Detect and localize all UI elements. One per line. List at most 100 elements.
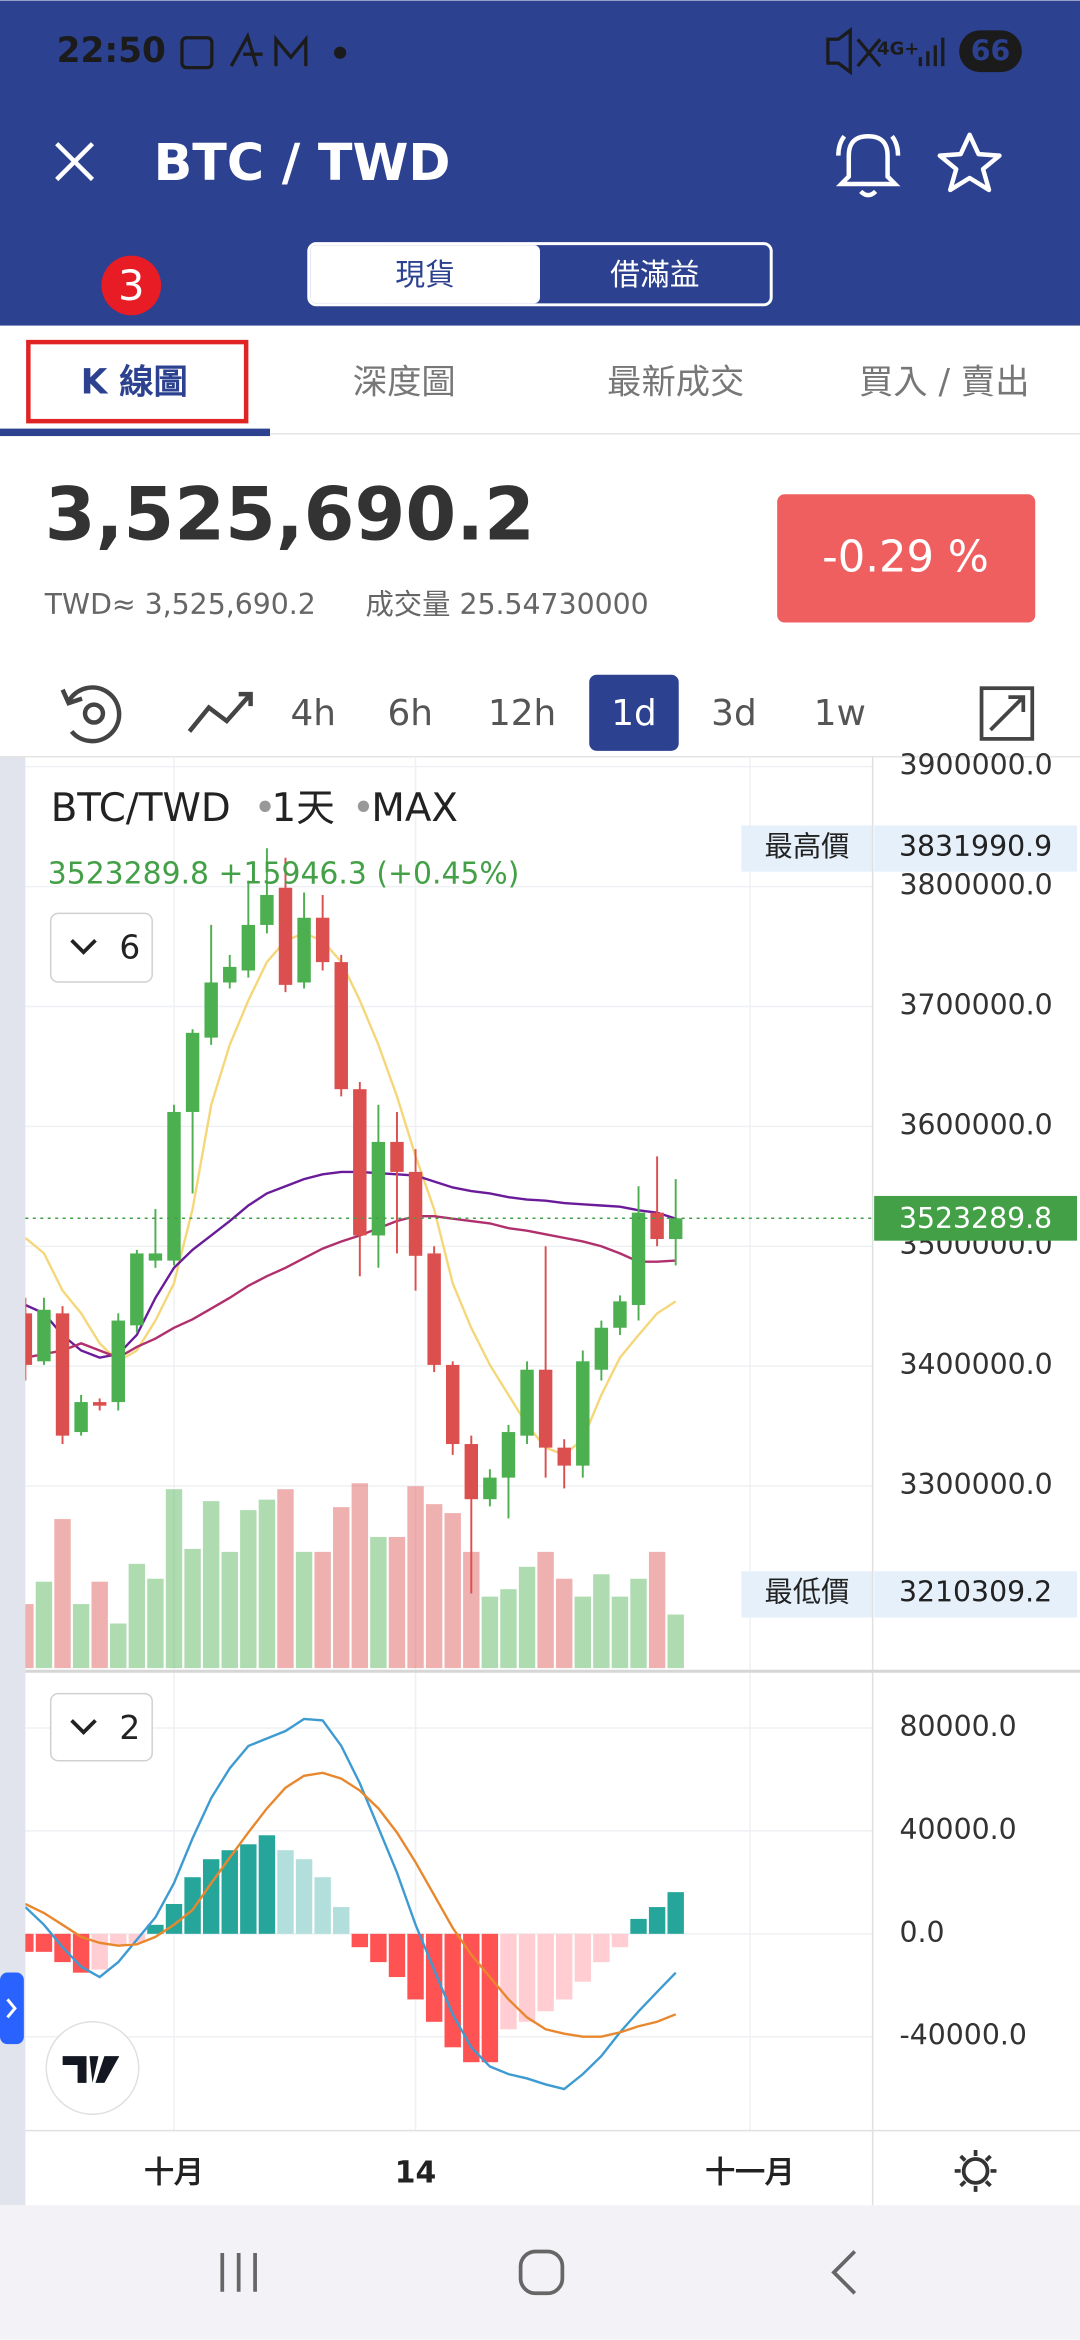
indicator-toggle[interactable] <box>49 1692 153 1762</box>
settings-button[interactable] <box>954 2150 997 2192</box>
candle-body <box>631 1212 646 1305</box>
macd-tick-label: 80000.0 <box>900 1710 1017 1743</box>
macd-histogram-bar <box>147 1924 164 1934</box>
price-pane <box>25 848 684 1669</box>
volume-bar <box>91 1581 108 1669</box>
legend-symbol: BTC/TWD <box>51 786 231 831</box>
y-tick-label: 3300000.0 <box>900 1468 1053 1501</box>
volume-bar <box>221 1551 238 1669</box>
signal-line <box>25 1771 677 2038</box>
candle-body <box>167 1111 181 1261</box>
tab-indicator <box>0 428 270 437</box>
tab-trades[interactable]: 最新成交 <box>607 362 744 402</box>
nav-home[interactable] <box>518 2249 565 2296</box>
extreme-value-bg <box>874 1571 1078 1618</box>
macd-histogram-bar <box>556 1933 573 2000</box>
candle-body <box>483 1477 497 1500</box>
macd-histogram-bar <box>277 1850 294 1934</box>
macd-histogram-bar <box>500 1933 517 2030</box>
candle-body <box>668 1218 683 1240</box>
segment-selected[interactable] <box>310 245 540 304</box>
legend-interval: 1天 <box>271 786 334 831</box>
interval-option[interactable]: 1w <box>814 693 866 734</box>
nav-bar <box>0 2205 1080 2340</box>
tab-depth[interactable]: 深度圖 <box>353 362 456 402</box>
segment-margin[interactable]: 借滿益 <box>610 258 699 293</box>
candle-body <box>594 1327 609 1370</box>
candle-body <box>278 887 293 985</box>
y-tick-label: 3400000.0 <box>900 1348 1053 1381</box>
volume-bar <box>425 1504 443 1669</box>
favorite-button[interactable] <box>937 132 1002 193</box>
candle-body <box>650 1212 664 1240</box>
interval-option[interactable]: 4h <box>291 693 336 734</box>
nav-back[interactable] <box>831 2250 857 2295</box>
candle-body <box>501 1432 516 1478</box>
candle-body <box>613 1301 627 1328</box>
volume-bar <box>388 1536 406 1669</box>
interval-option[interactable]: 12h <box>488 693 556 734</box>
macd-histogram-bar <box>25 1933 34 1952</box>
chart-type-button[interactable] <box>187 691 253 733</box>
alert-button[interactable] <box>835 134 901 198</box>
candle-body <box>353 1089 367 1236</box>
side-tab-arrow <box>6 1998 17 2019</box>
tab-orderbook[interactable]: 買入 / 賣出 <box>859 362 1030 402</box>
interval-selected[interactable] <box>589 674 679 751</box>
interval-option[interactable]: 1d <box>611 693 657 734</box>
side-tab[interactable] <box>0 1972 24 2045</box>
x-tick-label: 14 <box>395 2155 437 2190</box>
moving-average <box>25 1170 677 1359</box>
candle-body <box>334 962 348 1090</box>
status-icons <box>180 27 945 76</box>
highlight-box <box>26 339 249 424</box>
macd-histogram-bar <box>333 1907 350 1934</box>
candle-body <box>130 1253 144 1326</box>
candle-body <box>223 966 237 983</box>
legend-change: +15946.3 (+0.45%) <box>219 856 520 891</box>
interval-option[interactable]: 6h <box>387 693 432 734</box>
volume-bar <box>165 1489 183 1669</box>
volume-bar <box>314 1551 331 1669</box>
volume-bar <box>537 1551 554 1669</box>
candle-body <box>520 1369 534 1436</box>
pair-title: BTC / TWD <box>154 133 451 192</box>
legend-dot: • <box>254 786 277 831</box>
replay-button[interactable] <box>60 685 122 744</box>
macd-histogram-bar <box>407 1933 424 2000</box>
extreme-value: 3831990.9 <box>899 830 1052 863</box>
macd-histogram-bar <box>91 1933 108 1970</box>
candle-body <box>427 1253 441 1365</box>
candle-body <box>148 1253 163 1261</box>
macd-histogram-bar <box>518 1933 536 2022</box>
segment-spot[interactable]: 現貨 <box>395 258 455 293</box>
indicator-toggle[interactable] <box>49 912 153 983</box>
candle-body <box>390 1141 404 1172</box>
extreme-label-bg <box>741 825 873 872</box>
candle-body <box>92 1402 107 1406</box>
y-tick-label: 3700000.0 <box>900 988 1053 1021</box>
macd-histogram-bar <box>221 1850 238 1934</box>
legend-price: 3523289.8 <box>48 856 209 891</box>
close-button[interactable] <box>55 142 95 182</box>
chevron <box>70 1719 97 1736</box>
volume-bar <box>128 1563 146 1669</box>
volume-bar <box>25 1604 34 1669</box>
fullscreen-button[interactable] <box>979 686 1035 741</box>
candle-body <box>297 917 311 983</box>
step-badge <box>101 255 162 316</box>
extreme-label: 最高價 <box>765 830 850 863</box>
candle-body <box>111 1320 125 1403</box>
status-time: 22:50 <box>57 31 166 71</box>
volume-bar <box>72 1604 90 1669</box>
nav-recent[interactable] <box>220 2252 257 2292</box>
macd-histogram-bar <box>574 1933 591 1982</box>
extreme-label-bg <box>741 1571 873 1618</box>
tab-kline[interactable]: K 線圖 <box>81 362 188 402</box>
candle-body <box>25 1313 33 1365</box>
candle-body <box>464 1444 479 1500</box>
volume-bar <box>463 1551 480 1669</box>
volume-bar <box>277 1489 294 1669</box>
interval-option[interactable]: 3d <box>711 693 757 734</box>
